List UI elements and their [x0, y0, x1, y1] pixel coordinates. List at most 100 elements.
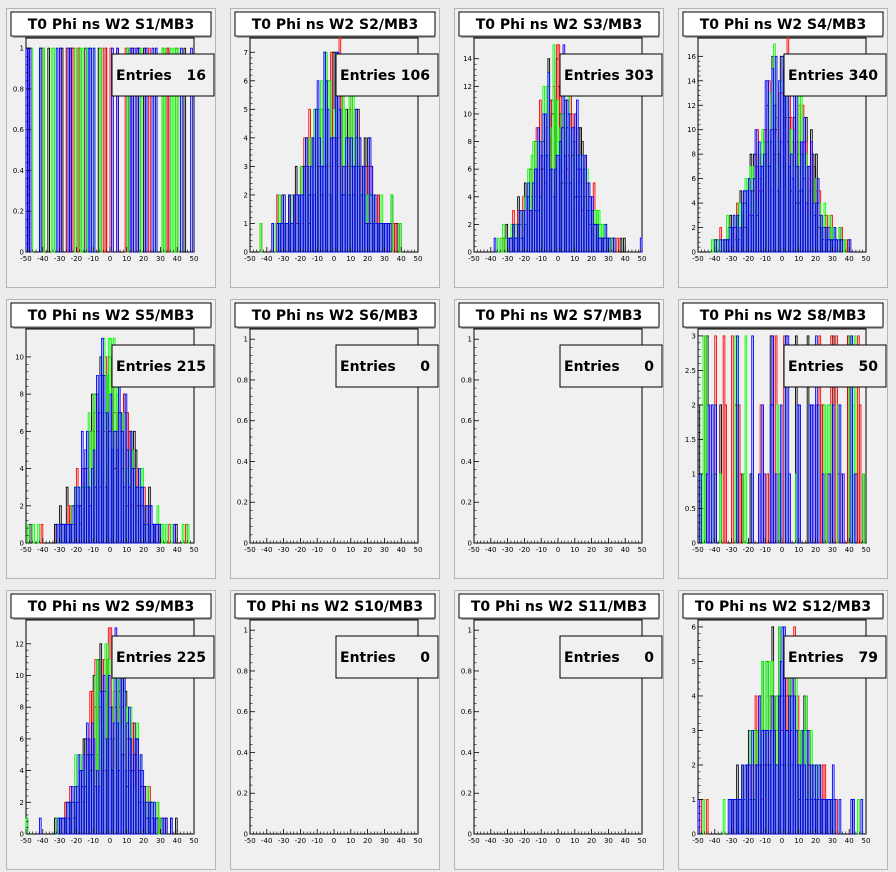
histogram-bin	[736, 335, 739, 544]
histogram-bin	[69, 47, 72, 253]
histogram-bin	[55, 47, 59, 253]
x-tick-label: -20	[295, 546, 306, 554]
y-tick-label: 0.4	[461, 458, 473, 466]
histogram-bin	[181, 523, 185, 544]
histogram-bin	[808, 404, 812, 544]
chart-title: T0 Phi ns W2 S12/MB3	[695, 599, 871, 615]
y-tick-label: 0	[20, 540, 24, 548]
x-tick-label: 10	[570, 546, 579, 554]
y-tick-label: 0.2	[13, 208, 24, 216]
y-tick-label: 0	[692, 831, 696, 839]
x-tick-label: 10	[122, 255, 131, 263]
histogram-pad: 0 0.5 1 1.5 2 2.5 3 -50 -40 -30 -20 -10 0 10 20 30 40 50 E…	[678, 299, 888, 579]
histogram-bin	[370, 165, 374, 253]
stats-box	[783, 635, 887, 679]
stats-entries-value: 303	[625, 68, 654, 84]
histogram-bin	[259, 223, 263, 253]
y-tick-label: 0.4	[461, 749, 473, 757]
stats-box	[783, 53, 887, 97]
histogram-bin	[835, 239, 838, 253]
y-tick-label: 2	[244, 191, 248, 199]
histogram-bin	[148, 47, 151, 253]
x-tick-label: 50	[862, 837, 871, 845]
x-tick-label: -30	[502, 255, 513, 263]
histogram-bin	[42, 47, 45, 253]
x-tick-label: -30	[54, 546, 65, 554]
histogram-bin	[183, 47, 187, 253]
stats-label: Entries	[788, 68, 844, 84]
y-tick-label: 0	[20, 831, 24, 839]
stats-box	[111, 635, 215, 679]
x-tick-label: 0	[108, 837, 112, 845]
y-tick-label: 10	[463, 110, 472, 118]
stats-entries-value: 225	[177, 650, 206, 666]
y-tick-label: 1.5	[685, 436, 696, 444]
x-tick-label: 0	[780, 255, 784, 263]
x-tick-label: -30	[726, 546, 737, 554]
chart-title: T0 Phi ns W2 S10/MB3	[247, 599, 423, 615]
x-tick-label: -40	[709, 255, 720, 263]
x-tick-label: 30	[380, 255, 389, 263]
y-tick-label: 1	[692, 796, 696, 804]
y-tick-label: 5	[244, 106, 248, 114]
histogram-bin	[838, 799, 842, 835]
stats-label: Entries	[116, 359, 172, 375]
x-tick-label: 20	[811, 255, 820, 263]
x-tick-label: -20	[71, 837, 82, 845]
histogram-bin	[623, 237, 626, 253]
y-tick-label: 0.4	[237, 458, 249, 466]
histogram-bin	[820, 214, 823, 253]
stats-label: Entries	[340, 650, 396, 666]
y-tick-label: 6	[468, 166, 473, 174]
histogram-bin	[862, 473, 865, 544]
stats-entries-value: 16	[187, 68, 206, 84]
stats-entries-value: 0	[644, 650, 654, 666]
x-tick-label: -50	[692, 546, 703, 554]
y-tick-label: 14	[687, 77, 696, 85]
x-tick-label: 10	[794, 255, 803, 263]
y-tick-label: 0.6	[461, 417, 473, 425]
x-tick-label: 10	[794, 837, 803, 845]
histogram-pad: 0 1 2 3 4 5 6 -50 -40 -30 -20 -10 0 10 20 30 40 50 Entries…	[678, 590, 888, 870]
stats-box	[559, 53, 663, 97]
title-box	[234, 593, 436, 619]
histogram-bin	[803, 117, 806, 253]
x-tick-label: 0	[780, 546, 784, 554]
stats-label: Entries	[788, 650, 844, 666]
histogram-bin	[639, 237, 643, 253]
y-tick-label: 0	[244, 831, 248, 839]
x-tick-label: 10	[570, 837, 579, 845]
x-tick-label: 30	[828, 255, 837, 263]
y-tick-label: 2	[692, 401, 696, 409]
stats-box	[335, 635, 439, 679]
histogram-bin	[363, 165, 367, 253]
x-tick-label: 30	[828, 546, 837, 554]
x-tick-label: 0	[556, 546, 560, 554]
x-tick-label: 50	[638, 255, 647, 263]
y-tick-label: 4	[692, 200, 697, 208]
y-tick-label: 0.6	[237, 708, 249, 716]
histogram-bin	[326, 108, 330, 253]
y-tick-label: 6	[692, 175, 697, 183]
histogram-bin	[173, 523, 176, 544]
histogram-bin	[166, 47, 170, 253]
histogram-bin	[751, 730, 754, 835]
x-tick-label: -10	[759, 546, 770, 554]
histogram-bin	[154, 817, 158, 835]
x-tick-label: 10	[346, 255, 355, 263]
y-tick-label: 0.8	[13, 85, 24, 93]
stats-box	[559, 635, 663, 679]
y-tick-label: 8	[468, 138, 472, 146]
histogram-svg: 0 0.5 1 1.5 2 2.5 3 -50 -40 -30 -20 -10 0 10 20 30 40 50 E…	[678, 299, 888, 579]
histogram-bin	[47, 47, 50, 253]
histogram-bin	[399, 223, 402, 253]
histogram-bin	[129, 47, 133, 253]
histogram-bin	[731, 335, 734, 544]
y-tick-label: 2.5	[685, 367, 696, 375]
x-tick-label: -10	[311, 837, 322, 845]
chart-title: T0 Phi ns W2 S5/MB3	[28, 308, 195, 324]
x-tick-label: -30	[278, 546, 289, 554]
histogram-bin	[828, 473, 832, 544]
histogram-bin	[170, 817, 173, 835]
